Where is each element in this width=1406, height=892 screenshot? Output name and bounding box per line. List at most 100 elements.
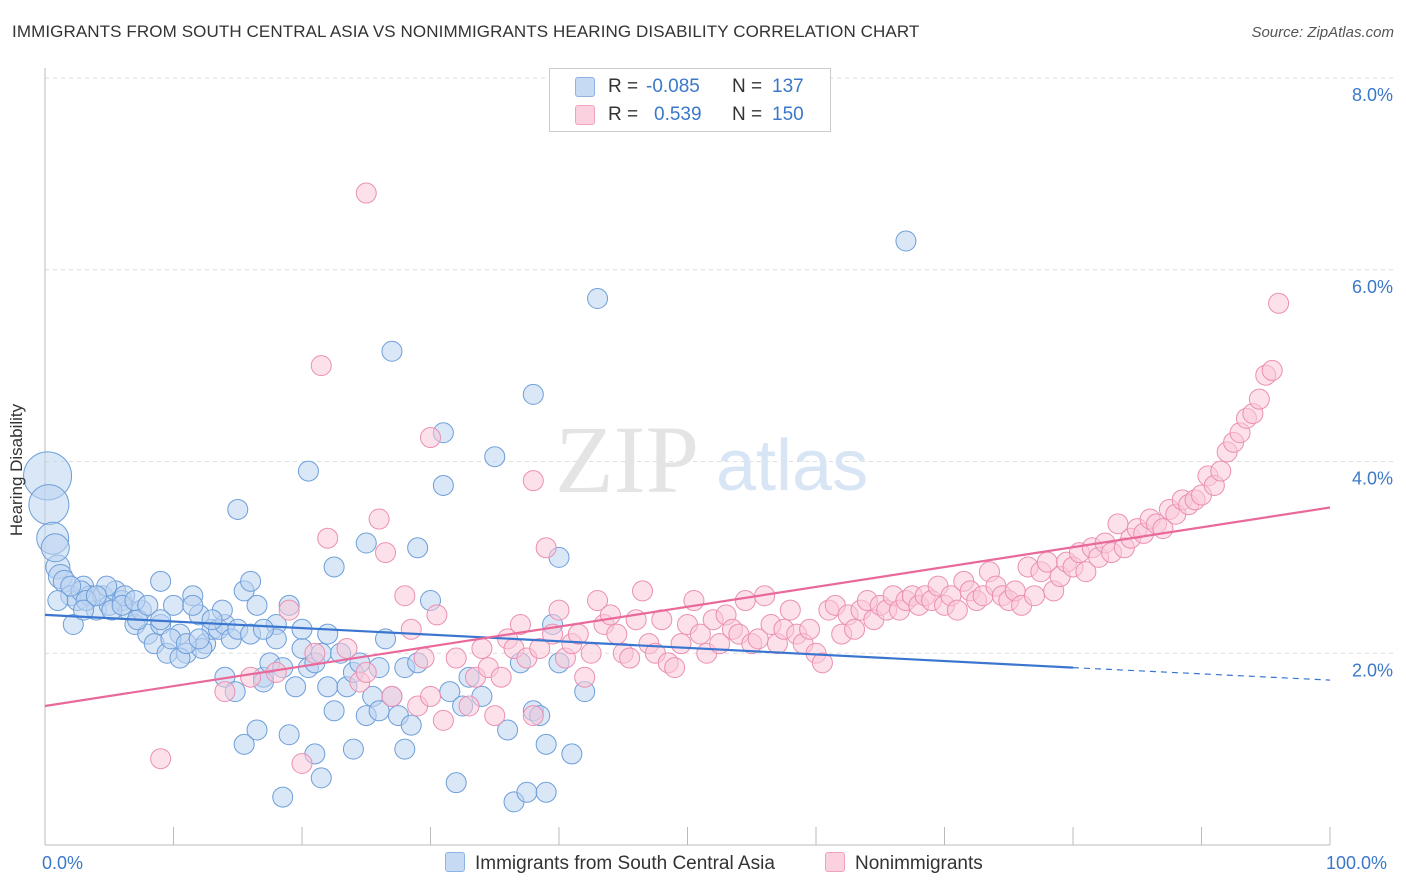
data-point [310, 767, 332, 789]
data-point [490, 666, 512, 688]
legend-swatch-nonimmigrants [575, 105, 595, 125]
data-point [432, 709, 454, 731]
data-point [458, 695, 480, 717]
data-point [355, 661, 377, 683]
n-value: 150 [772, 104, 804, 125]
data-point [291, 753, 313, 775]
trend-line-immigrants [44, 613, 1074, 669]
legend-swatch-nonimmigrants [825, 852, 845, 872]
data-point [1023, 585, 1045, 607]
trend-line-nonimmigrants [44, 506, 1331, 708]
data-point [407, 537, 429, 559]
legend-swatch-immigrants [445, 852, 465, 872]
data-point [484, 446, 506, 468]
data-point [342, 738, 364, 760]
data-point [535, 733, 557, 755]
data-point [734, 590, 756, 612]
data-point [182, 594, 204, 616]
data-point [240, 666, 262, 688]
x-tick-label-min: 0.0% [42, 853, 84, 873]
data-point [413, 647, 435, 669]
data-point [201, 609, 223, 631]
data-point [355, 182, 377, 204]
n-label: N = [732, 104, 763, 125]
data-point [574, 666, 596, 688]
data-point [317, 623, 339, 645]
data-point [606, 623, 628, 645]
legend-item-immigrants: Immigrants from South Central Asia [445, 852, 775, 878]
data-point [844, 618, 866, 640]
data-point [445, 772, 467, 794]
series-immigrants [23, 230, 917, 813]
data-point [368, 700, 390, 722]
data-point [587, 590, 609, 612]
data-point [272, 786, 294, 808]
data-point [62, 613, 84, 635]
data-point [227, 498, 249, 520]
data-point [60, 575, 82, 597]
data-point [516, 781, 538, 803]
legend-swatch-immigrants [575, 77, 595, 97]
data-point [895, 230, 917, 252]
chart-source: Source: ZipAtlas.com [1251, 24, 1394, 41]
data-point [375, 628, 397, 650]
data-point [214, 681, 236, 703]
y-tick-label: 4.0% [1352, 469, 1393, 489]
data-point [85, 585, 107, 607]
data-point [240, 570, 262, 592]
y-tick-label: 6.0% [1352, 277, 1393, 297]
data-point [587, 288, 609, 310]
watermark-zip: ZIP [555, 406, 699, 513]
data-point [310, 355, 332, 377]
data-point [278, 724, 300, 746]
data-point [336, 637, 358, 659]
data-point [150, 748, 172, 770]
legend-row-nonimmigrants: R = 0.539 N = 150 [550, 100, 830, 128]
data-point [497, 719, 519, 741]
data-point [381, 340, 403, 362]
legend-row-immigrants: R = -0.085 N = 137 [550, 72, 830, 100]
r-label: R = [608, 76, 639, 97]
data-point [188, 628, 210, 650]
x-tick-label-max: 100.0% [1326, 853, 1388, 873]
data-point [426, 604, 448, 626]
axes [44, 68, 1331, 846]
data-point [40, 533, 70, 563]
trend-lines [44, 506, 1331, 708]
data-point [599, 604, 621, 626]
data-point [150, 570, 172, 592]
data-point [323, 700, 345, 722]
data-point [137, 594, 159, 616]
data-point [420, 685, 441, 707]
data-point [233, 733, 255, 755]
data-point [548, 599, 570, 621]
legend-item-nonimmigrants: Nonimmigrants [825, 852, 983, 878]
data-point [1075, 561, 1097, 583]
data-point [246, 594, 268, 616]
data-point [278, 599, 300, 621]
y-axis-label: Hearing Disability [7, 403, 26, 537]
watermark-atlas: atlas [716, 426, 868, 506]
data-point [484, 705, 506, 727]
data-point [811, 652, 833, 674]
r-label: R = [608, 104, 639, 125]
data-point [355, 532, 377, 554]
y-tick-labels: 2.0% 4.0% 6.0% 8.0% [1352, 85, 1393, 680]
data-point [323, 556, 345, 578]
y-tick-label: 2.0% [1352, 660, 1393, 680]
data-point [1261, 359, 1283, 381]
data-point [799, 618, 821, 640]
n-label: N = [732, 76, 763, 97]
series-nonimmigrants [150, 182, 1290, 775]
data-point [509, 613, 531, 635]
watermark: ZIP atlas [555, 406, 868, 513]
data-point [28, 484, 70, 526]
data-point [561, 743, 583, 765]
data-point [522, 470, 544, 492]
data-point [689, 623, 711, 645]
data-point [400, 714, 422, 736]
data-point [535, 537, 557, 559]
data-point [535, 781, 557, 803]
data-point [1248, 388, 1270, 410]
